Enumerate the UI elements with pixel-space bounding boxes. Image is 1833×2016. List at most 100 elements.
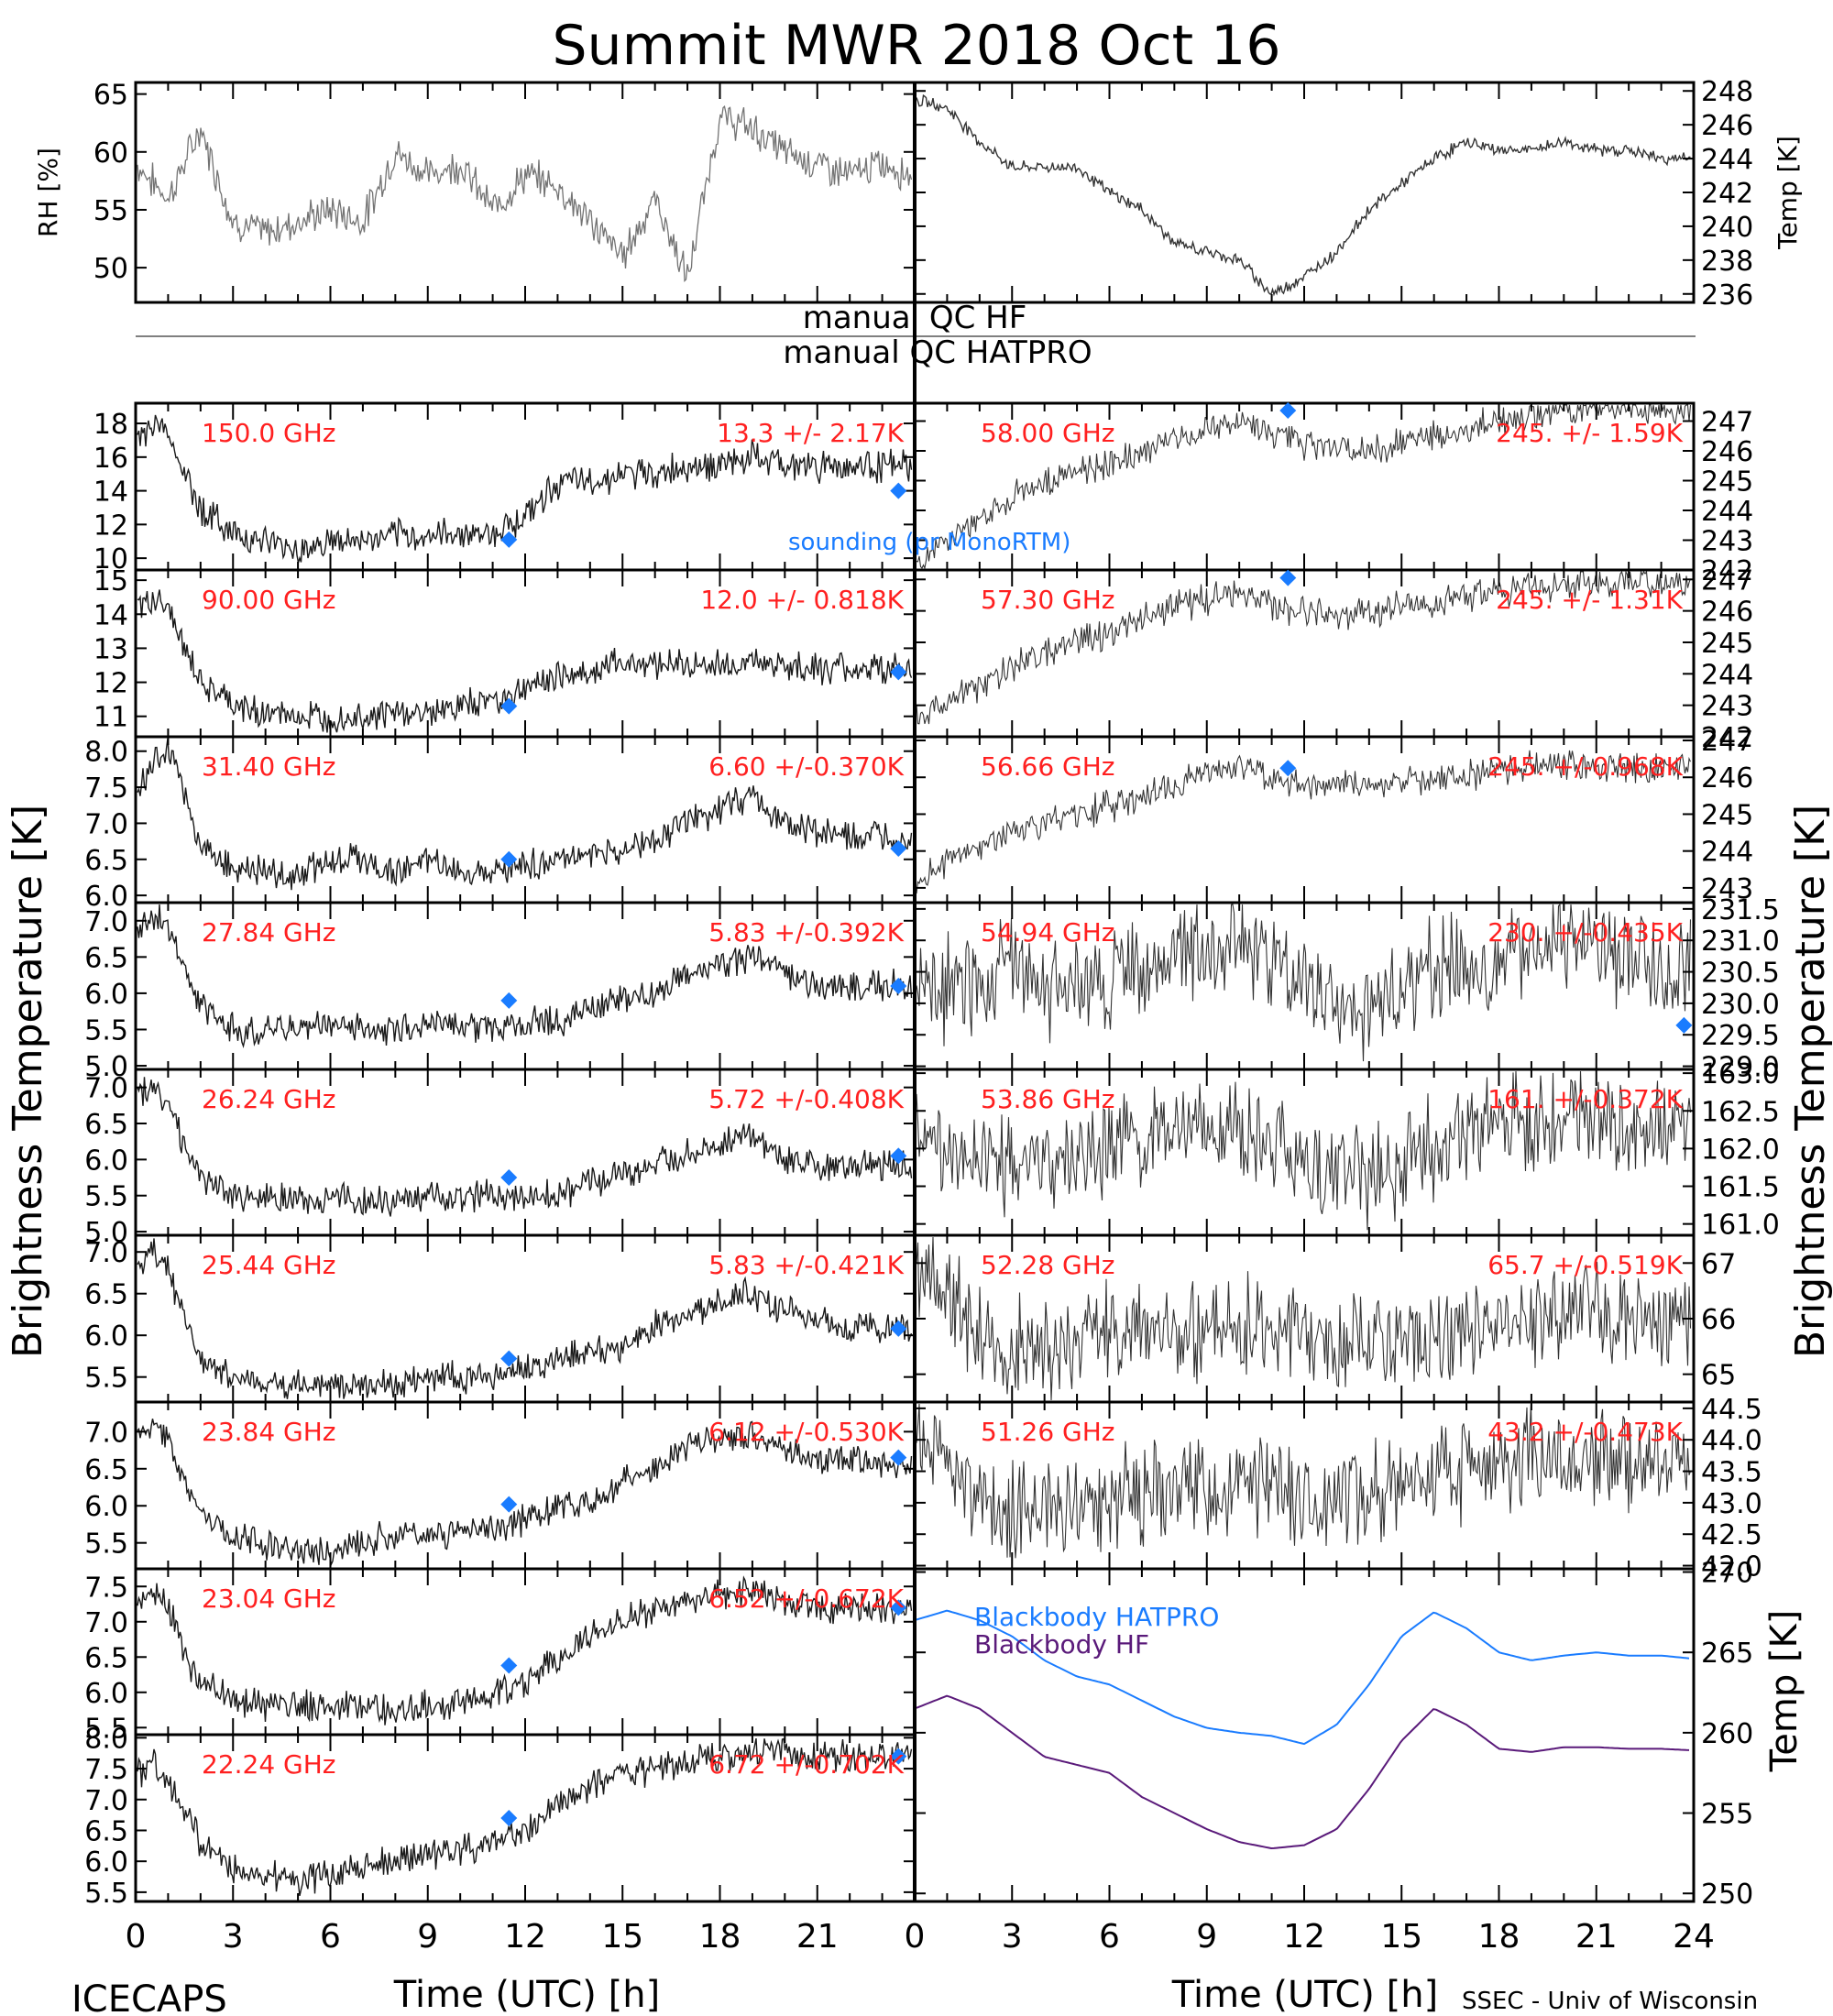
frequency-label: 23.04 GHz <box>202 1583 336 1614</box>
y-tick-label: 7.0 <box>84 1417 128 1449</box>
frequency-label: 150.0 GHz <box>202 418 336 448</box>
y-tick-label: 242 <box>1701 555 1753 587</box>
y-tick-label: 7.0 <box>84 1073 128 1105</box>
y-tick-label: 244 <box>1701 144 1753 176</box>
sounding-point <box>890 1748 907 1765</box>
panel-23-04-ghz: 5.56.0 6.57.07.5 23.04 GHz 6.52 +/-0.672K <box>84 1567 916 1745</box>
y-tick-label: 6.0 <box>84 979 128 1011</box>
panel-31-40-ghz: 6.0 6.5 7.07.58.0 31.40 GHz 6.60 +/-0.370K <box>84 735 916 913</box>
y-tick-label: 11 <box>93 702 128 734</box>
y-tick-label: 5.5 <box>84 1878 128 1910</box>
series-line <box>916 1236 1692 1401</box>
panel-rh: 50 55 60 65 <box>93 80 916 304</box>
y-tick-label: 10 <box>93 543 128 575</box>
frequency-label: 26.24 GHz <box>202 1084 336 1114</box>
y-tick-label: 65 <box>1701 1360 1736 1392</box>
series-line <box>137 738 913 891</box>
stat-label: 161. +/-0.372K <box>1487 1084 1683 1114</box>
y-tick-label: 6.0 <box>84 1145 128 1177</box>
panel-22-24-ghz: 5.56.06.57.07.58.0 22.24 GHz 6.72 +/-0.702… <box>84 1723 916 1910</box>
legend-entry: Blackbody HATPRO <box>974 1602 1219 1632</box>
y-tick-label: 6.0 <box>84 1320 128 1353</box>
y-tick-label: 50 <box>93 253 128 285</box>
y-tick-label: 163.0 <box>1701 1058 1780 1090</box>
y-tick-label: 65 <box>93 80 128 112</box>
y-tick-label: 60 <box>93 137 128 170</box>
stat-label: 6.52 +/-0.672K <box>708 1583 904 1614</box>
y-tick-label: 44.0 <box>1701 1425 1762 1457</box>
frequency-label: 31.40 GHz <box>202 751 336 782</box>
qc-hatpro-label: manual QC HATPRO <box>783 334 1092 371</box>
y-tick-label: 229.0 <box>1701 1052 1780 1084</box>
x-tick-label: 0 <box>905 1918 926 1956</box>
x-tick-label: 15 <box>601 1918 643 1956</box>
footer-right: SSEC - Univ of Wisconsin <box>1462 1988 1758 2015</box>
y-tick-label: 161.5 <box>1701 1172 1780 1204</box>
y-tick-label: 6.5 <box>84 1454 128 1486</box>
sounding-point <box>1675 1016 1693 1034</box>
footer-left: ICECAPS <box>71 1978 227 2016</box>
series-line <box>916 1403 1692 1559</box>
sounding-point <box>500 697 518 715</box>
x-tick-label: 21 <box>1575 1918 1618 1956</box>
series-line <box>916 403 1692 570</box>
frequency-label: 52.28 GHz <box>981 1250 1115 1280</box>
stat-label: 12.0 +/- 0.818K <box>700 585 904 615</box>
y-tick-label: 7.0 <box>84 1237 128 1269</box>
y-tick-label: 245 <box>1701 628 1753 660</box>
stat-label: 5.72 +/-0.408K <box>708 1084 904 1114</box>
sounding-point <box>1279 760 1297 777</box>
y-tick-label: 67 <box>1701 1248 1736 1280</box>
y-tick-label: 6.0 <box>84 1678 128 1710</box>
y-tick-label: 246 <box>1701 436 1753 468</box>
sounding-point <box>500 1496 518 1513</box>
y-tick-label: 243 <box>1701 873 1753 905</box>
y-tick-label: 12 <box>93 509 128 542</box>
frequency-label: 27.84 GHz <box>202 917 336 948</box>
series-line <box>137 414 913 564</box>
sounding-point <box>890 663 907 681</box>
y-tick-label: 240 <box>1701 212 1753 244</box>
sounding-point <box>500 1810 518 1826</box>
sounding-point <box>1279 402 1297 419</box>
right-axis-title: Brightness Temperature [K] <box>1787 805 1833 1358</box>
y-tick-label: 7.0 <box>84 1785 128 1817</box>
stat-label: 43.2 +/-0.473K <box>1487 1417 1683 1447</box>
y-tick-label: 43.5 <box>1701 1457 1762 1489</box>
y-tick-label: 7.5 <box>84 1754 128 1786</box>
y-tick-label: 246 <box>1701 597 1753 629</box>
blackbody-axis-label: Temp [K] <box>1763 1610 1806 1773</box>
series-line <box>916 93 1691 297</box>
y-tick-label: 12 <box>93 668 128 700</box>
frequency-label: 56.66 GHz <box>981 751 1115 782</box>
y-tick-label: 55 <box>93 195 128 227</box>
y-tick-label: 244 <box>1701 837 1753 869</box>
series-line <box>137 1077 913 1217</box>
series-line <box>137 589 913 733</box>
y-tick-label: 247 <box>1701 564 1753 597</box>
x-axis-label-right: Time (UTC) [h] <box>1171 1974 1438 2016</box>
y-tick-label: 242 <box>1701 722 1753 754</box>
y-tick-label: 231.5 <box>1701 894 1780 926</box>
y-tick-label: 7.0 <box>84 906 128 938</box>
stat-label: 13.3 +/- 2.17K <box>717 418 904 448</box>
y-tick-label: 5.5 <box>84 1181 128 1213</box>
series-line <box>916 750 1692 894</box>
series-line <box>916 903 1692 1062</box>
y-tick-label: 43.0 <box>1701 1488 1762 1520</box>
y-tick-label: 161.0 <box>1701 1210 1780 1242</box>
panel-frame <box>134 81 916 304</box>
x-tick-label: 3 <box>1002 1918 1023 1956</box>
y-tick-label: 44.5 <box>1701 1394 1762 1426</box>
sounding-point <box>500 850 518 868</box>
y-tick-label: 7.0 <box>84 1607 128 1639</box>
y-tick-label: 5.0 <box>84 1217 128 1249</box>
frequency-label: 25.44 GHz <box>202 1250 336 1280</box>
y-tick-label: 5.5 <box>84 1014 128 1046</box>
y-tick-label: 250 <box>1701 1879 1753 1911</box>
sounding-point <box>890 482 907 499</box>
legend-entry: Blackbody HF <box>974 1629 1149 1660</box>
